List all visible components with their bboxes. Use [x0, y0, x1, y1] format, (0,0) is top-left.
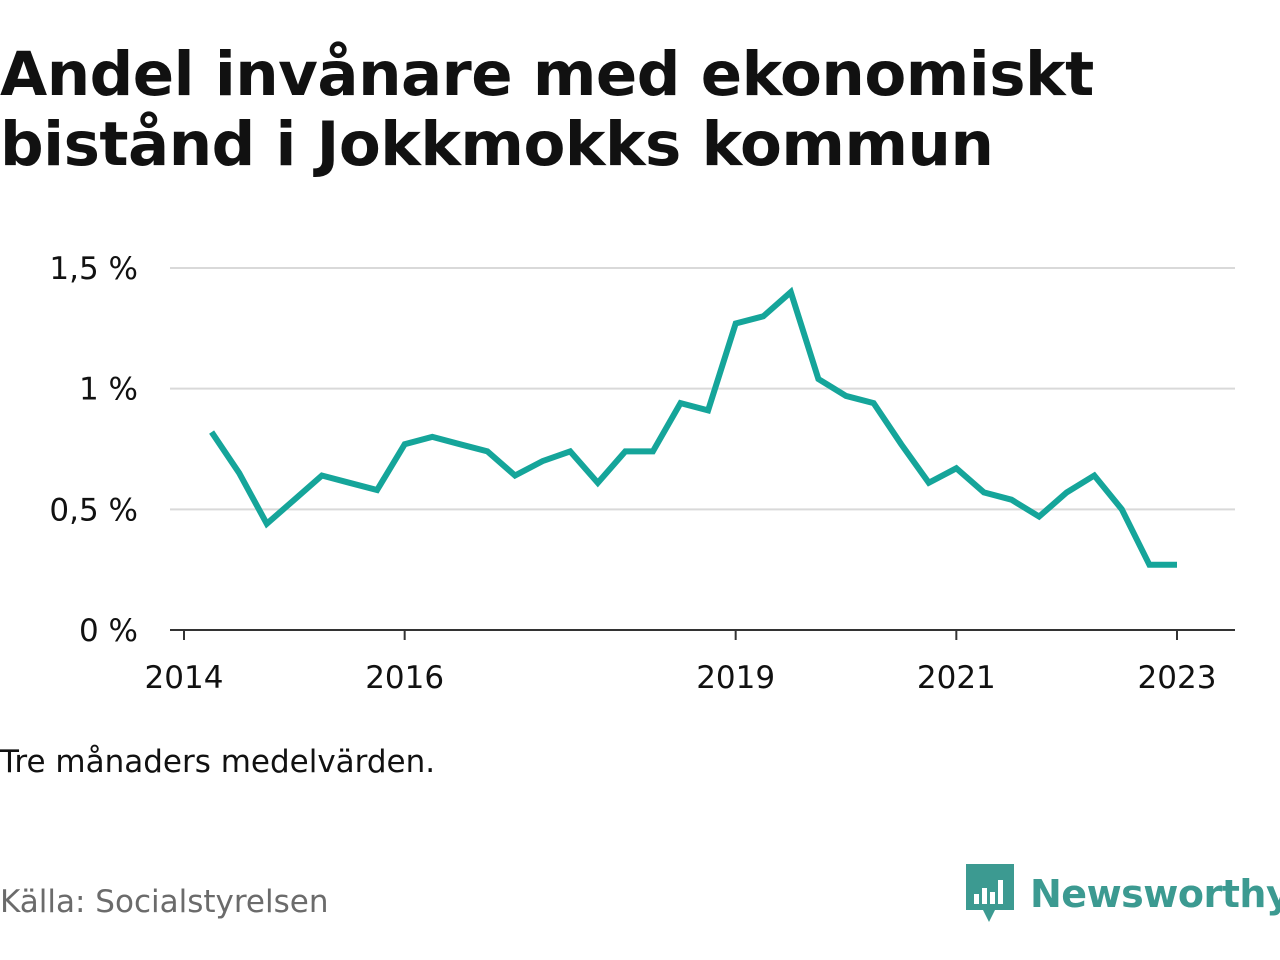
- x-tick-label: 2023: [1138, 660, 1217, 696]
- x-tick-label: 2019: [696, 660, 775, 696]
- y-tick-label: 1,5 %: [49, 251, 138, 287]
- x-tick-label: 2014: [145, 660, 224, 696]
- series-line: [209, 286, 1177, 568]
- gridlines: [170, 267, 1235, 511]
- brand-logo[interactable]: Newsworthy: [964, 862, 1280, 926]
- y-tick-label: 1 %: [79, 372, 138, 408]
- x-axis: [170, 629, 1235, 640]
- x-tick-label: 2021: [917, 660, 996, 696]
- newsworthy-logo-icon: [966, 864, 1014, 922]
- chart-title: Andel invånare med ekonomiskt bistånd i …: [0, 39, 1094, 180]
- line-chart: 0 % 0,5 % 1 % 1,5 % 2014 2016 2019 2021 2023: [49, 251, 1235, 696]
- brand-name: Newsworthy: [1030, 872, 1280, 916]
- y-tick-label: 0,5 %: [49, 492, 138, 528]
- source-text: Källa: Socialstyrelsen: [0, 884, 329, 920]
- chart-note: Tre månaders medelvärden.: [0, 744, 436, 780]
- x-axis-labels: 2014 2016 2019 2021 2023: [145, 660, 1217, 696]
- y-tick-label: 0 %: [79, 613, 138, 649]
- x-tick-label: 2016: [365, 660, 444, 696]
- y-axis-labels: 0 % 0,5 % 1 % 1,5 %: [49, 251, 138, 649]
- series-layer: [209, 286, 1178, 568]
